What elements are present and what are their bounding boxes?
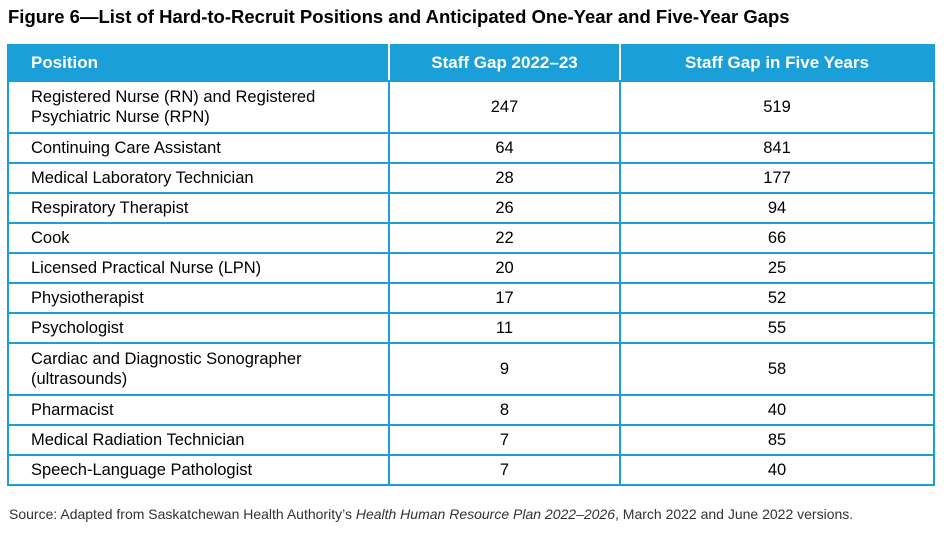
gap-five-years-cell: 55 <box>619 312 935 344</box>
position-cell: Physiotherapist <box>7 282 390 314</box>
gap-2022-23-cell: 64 <box>388 132 621 164</box>
gap-2022-23-cell: 11 <box>388 312 621 344</box>
gap-five-years-cell: 519 <box>619 80 935 134</box>
gap-five-years-cell: 85 <box>619 424 935 456</box>
table-row: Psychologist 11 55 <box>7 312 935 344</box>
gap-five-years-cell: 177 <box>619 162 935 194</box>
gap-five-years-cell: 58 <box>619 342 935 396</box>
column-header-gap-2022-23: Staff Gap 2022–23 <box>388 44 621 82</box>
position-cell: Medical Laboratory Technician <box>7 162 390 194</box>
table-row: Licensed Practical Nurse (LPN) 20 25 <box>7 252 935 284</box>
gap-five-years-cell: 40 <box>619 454 935 486</box>
position-cell: Speech-Language Pathologist <box>7 454 390 486</box>
source-suffix: , March 2022 and June 2022 versions. <box>615 506 854 522</box>
table-row: Medical Radiation Technician 7 85 <box>7 424 935 456</box>
table-header-row: Position Staff Gap 2022–23 Staff Gap in … <box>7 44 935 82</box>
position-cell: Psychologist <box>7 312 390 344</box>
gap-2022-23-cell: 247 <box>388 80 621 134</box>
table-row: Cook 22 66 <box>7 222 935 254</box>
position-cell: Respiratory Therapist <box>7 192 390 224</box>
table-row: Continuing Care Assistant 64 841 <box>7 132 935 164</box>
position-cell: Registered Nurse (RN) and Registered Psy… <box>7 80 390 134</box>
gap-2022-23-cell: 20 <box>388 252 621 284</box>
gap-five-years-cell: 52 <box>619 282 935 314</box>
gap-five-years-cell: 841 <box>619 132 935 164</box>
table-row: Pharmacist 8 40 <box>7 394 935 426</box>
source-note: Source: Adapted from Saskatchewan Health… <box>9 506 937 523</box>
gap-five-years-cell: 94 <box>619 192 935 224</box>
table-row: Physiotherapist 17 52 <box>7 282 935 314</box>
source-prefix: Source: Adapted from Saskatchewan Health… <box>9 506 356 522</box>
gap-2022-23-cell: 7 <box>388 424 621 456</box>
gap-2022-23-cell: 28 <box>388 162 621 194</box>
position-cell: Medical Radiation Technician <box>7 424 390 456</box>
gap-2022-23-cell: 8 <box>388 394 621 426</box>
table-row: Registered Nurse (RN) and Registered Psy… <box>7 80 935 134</box>
gap-2022-23-cell: 9 <box>388 342 621 396</box>
gap-2022-23-cell: 26 <box>388 192 621 224</box>
table-row: Speech-Language Pathologist 7 40 <box>7 454 935 486</box>
column-header-gap-five-years: Staff Gap in Five Years <box>619 44 935 82</box>
gap-five-years-cell: 40 <box>619 394 935 426</box>
position-cell: Licensed Practical Nurse (LPN) <box>7 252 390 284</box>
position-cell: Pharmacist <box>7 394 390 426</box>
source-document-title: Health Human Resource Plan 2022–2026 <box>355 506 615 522</box>
figure-title: Figure 6—List of Hard-to-Recruit Positio… <box>8 6 790 27</box>
table-row: Cardiac and Diagnostic Sonographer (ultr… <box>7 342 935 396</box>
gap-2022-23-cell: 7 <box>388 454 621 486</box>
column-header-position: Position <box>7 44 390 82</box>
gap-five-years-cell: 25 <box>619 252 935 284</box>
position-cell: Cardiac and Diagnostic Sonographer (ultr… <box>7 342 390 396</box>
table-row: Respiratory Therapist 26 94 <box>7 192 935 224</box>
position-cell: Cook <box>7 222 390 254</box>
gap-five-years-cell: 66 <box>619 222 935 254</box>
position-cell: Continuing Care Assistant <box>7 132 390 164</box>
table-row: Medical Laboratory Technician 28 177 <box>7 162 935 194</box>
gap-2022-23-cell: 17 <box>388 282 621 314</box>
hard-to-recruit-table: Position Staff Gap 2022–23 Staff Gap in … <box>7 44 935 486</box>
gap-2022-23-cell: 22 <box>388 222 621 254</box>
